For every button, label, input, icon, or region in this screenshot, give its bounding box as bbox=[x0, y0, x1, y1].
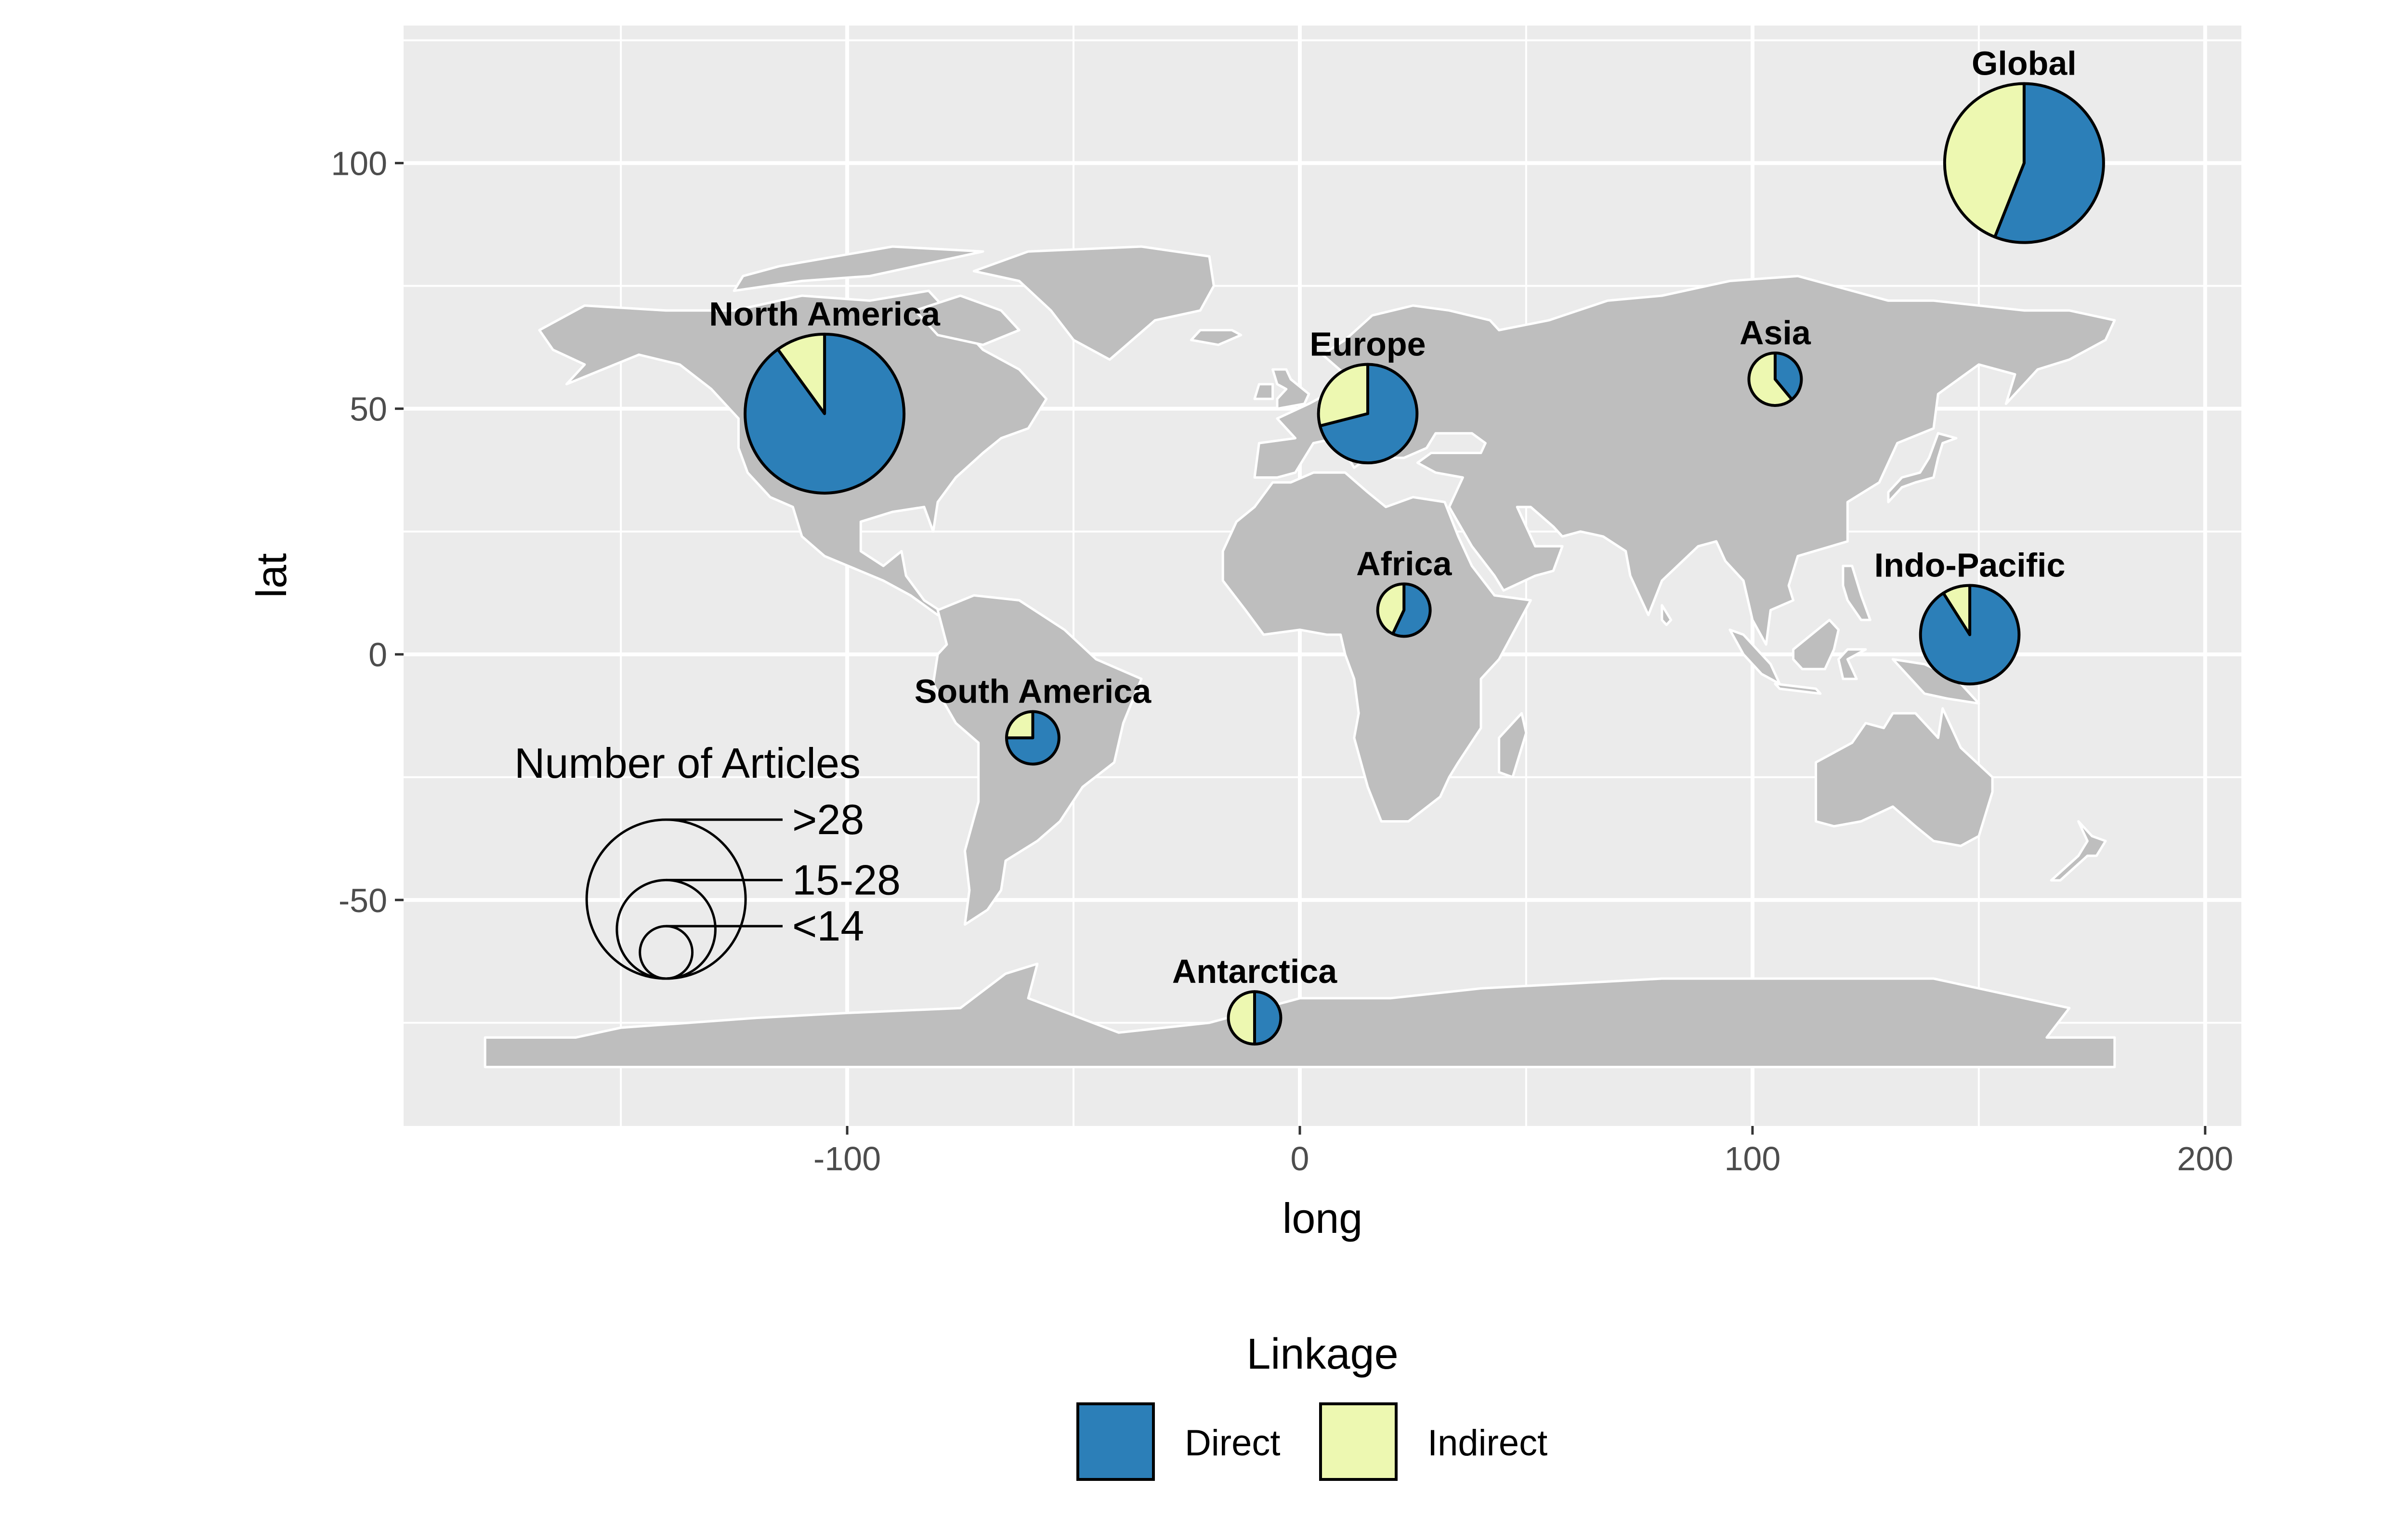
land-australia bbox=[1815, 707, 1994, 847]
legend-label-indirect: Indirect bbox=[1427, 1423, 1547, 1464]
pie-indo-pacific bbox=[1919, 584, 2021, 686]
y-tick-label: 100 bbox=[331, 145, 387, 183]
land-japan bbox=[1887, 432, 1958, 503]
pie-asia bbox=[1747, 352, 1803, 407]
pie-global bbox=[1943, 82, 2105, 244]
region-label-indo-pacific: Indo-Pacific bbox=[1874, 547, 2066, 584]
pie-slice-indirect bbox=[1317, 363, 1369, 428]
land-borneo bbox=[1792, 618, 1840, 670]
land-new-zealand bbox=[2050, 820, 2107, 882]
pie-antarctica bbox=[1227, 990, 1283, 1046]
region-label-global: Global bbox=[1972, 45, 2077, 82]
land-philippines bbox=[1842, 564, 1871, 621]
x-tick-label: 100 bbox=[1725, 1140, 1781, 1177]
legend-key-indirect bbox=[1319, 1402, 1398, 1481]
y-axis: -50 0 50 100 bbox=[331, 145, 404, 919]
pie-north-america bbox=[744, 332, 906, 495]
land-greenland bbox=[972, 245, 1215, 361]
region-labels: Global North America Europe Asia Africa Indo-… bbox=[709, 45, 2077, 991]
region-label-africa: Africa bbox=[1356, 545, 1452, 582]
y-tick-label: 0 bbox=[368, 636, 387, 674]
land-madagascar bbox=[1498, 712, 1528, 779]
size-legend-label: >28 bbox=[792, 796, 864, 843]
x-tick-label: 0 bbox=[1291, 1140, 1309, 1177]
region-label-north-america: North America bbox=[709, 295, 941, 333]
size-legend-title: Number of Articles bbox=[514, 739, 861, 787]
size-legend: Number of Articles >28 15-28<14 bbox=[514, 739, 901, 980]
pie-south-america bbox=[1005, 710, 1060, 766]
land-iceland bbox=[1190, 329, 1243, 346]
region-label-europe: Europe bbox=[1309, 326, 1426, 363]
x-tick-label: -100 bbox=[813, 1140, 881, 1177]
pie-slice-direct bbox=[1773, 352, 1803, 401]
land-baffin bbox=[914, 294, 1021, 346]
pie-slice-indirect bbox=[1942, 584, 1972, 636]
pie-slice-direct bbox=[1253, 990, 1283, 1046]
land-ireland bbox=[1253, 383, 1274, 400]
pie-slice-direct bbox=[1391, 582, 1432, 638]
size-legend-label: <14 bbox=[792, 902, 864, 950]
pie-slice-indirect bbox=[776, 332, 826, 415]
legend-key-direct bbox=[1076, 1402, 1155, 1481]
pie-slice-indirect bbox=[1376, 582, 1406, 636]
region-label-asia: Asia bbox=[1740, 314, 1811, 352]
pie-europe bbox=[1317, 363, 1419, 465]
y-tick-label: -50 bbox=[339, 882, 387, 919]
legend-label-direct: Direct bbox=[1185, 1423, 1280, 1464]
land-sulawesi bbox=[1837, 648, 1867, 680]
pie-slice-indirect bbox=[1747, 352, 1793, 407]
region-label-south-america: South America bbox=[915, 673, 1152, 710]
land-africa bbox=[1221, 471, 1532, 823]
x-tick-label: 200 bbox=[2177, 1140, 2233, 1177]
pie-africa bbox=[1376, 582, 1432, 638]
pie-slice-indirect bbox=[1943, 82, 2026, 239]
size-legend-label: 15-28 bbox=[792, 856, 901, 903]
land-sri-lanka bbox=[1661, 604, 1673, 626]
y-tick-label: 50 bbox=[350, 391, 387, 428]
region-label-antarctica: Antarctica bbox=[1172, 953, 1337, 990]
land-eurasia bbox=[1253, 275, 2116, 646]
legend-title: Linkage bbox=[1246, 1330, 1398, 1378]
x-axis: -100 0 100 200 bbox=[813, 1126, 2233, 1177]
land-new-guinea bbox=[1891, 658, 1980, 705]
region-pies bbox=[744, 82, 2105, 1046]
land-canadian-islands bbox=[733, 245, 984, 292]
land-uk bbox=[1271, 368, 1310, 410]
linkage-legend: Direct Indirect bbox=[1076, 1402, 1547, 1481]
land-antarctica bbox=[484, 962, 2116, 1069]
pie-slice-indirect bbox=[1005, 710, 1034, 740]
land-java bbox=[1774, 682, 1822, 695]
pie-slice-indirect bbox=[1227, 990, 1256, 1046]
pie-slice-direct bbox=[1993, 82, 2105, 244]
y-axis-title: lat bbox=[248, 553, 295, 598]
x-axis-title: long bbox=[1283, 1194, 1362, 1242]
